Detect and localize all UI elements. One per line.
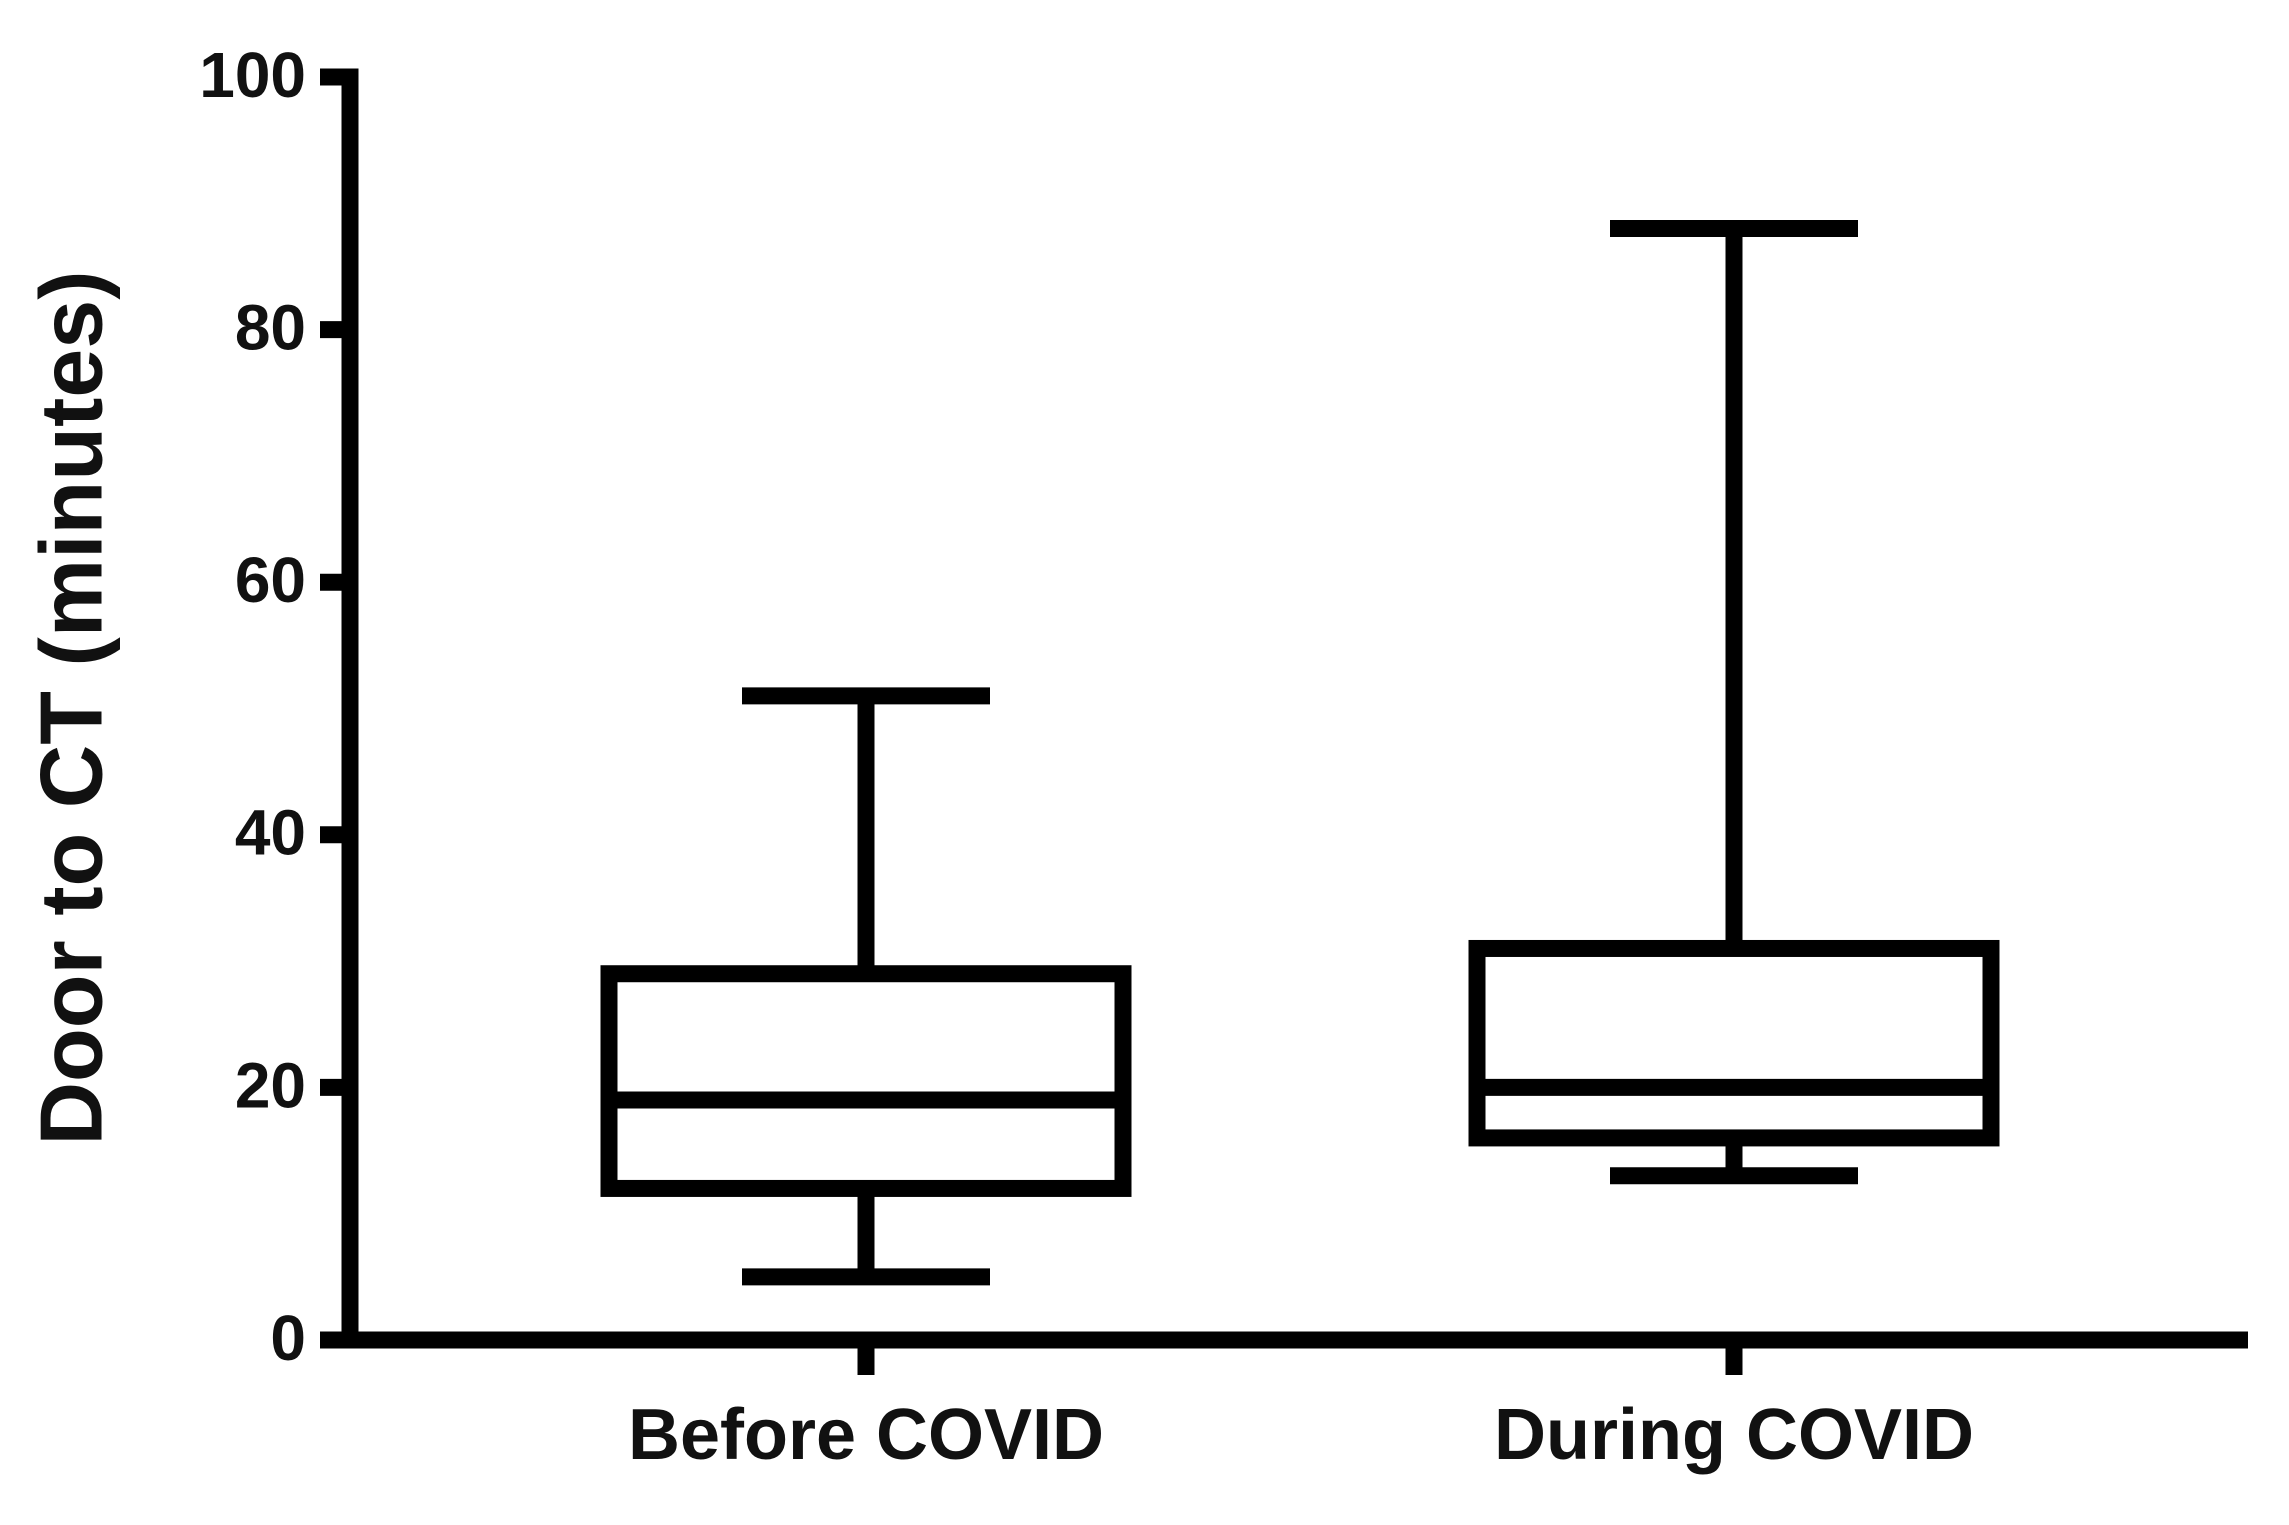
y-tick-label: 80 — [235, 292, 306, 364]
y-tick-label: 60 — [235, 544, 306, 616]
x-tick-label: Before COVID — [628, 1395, 1104, 1475]
y-axis-label: Door to CT (minutes) — [21, 270, 120, 1145]
box — [600, 965, 1132, 1197]
x-tick-label: During COVID — [1494, 1395, 1974, 1475]
y-tick-label: 0 — [270, 1302, 306, 1374]
y-tick-label: 40 — [235, 797, 306, 869]
y-tick-label: 20 — [235, 1049, 306, 1121]
y-tick-label: 100 — [199, 39, 306, 111]
box — [1468, 939, 2000, 1147]
